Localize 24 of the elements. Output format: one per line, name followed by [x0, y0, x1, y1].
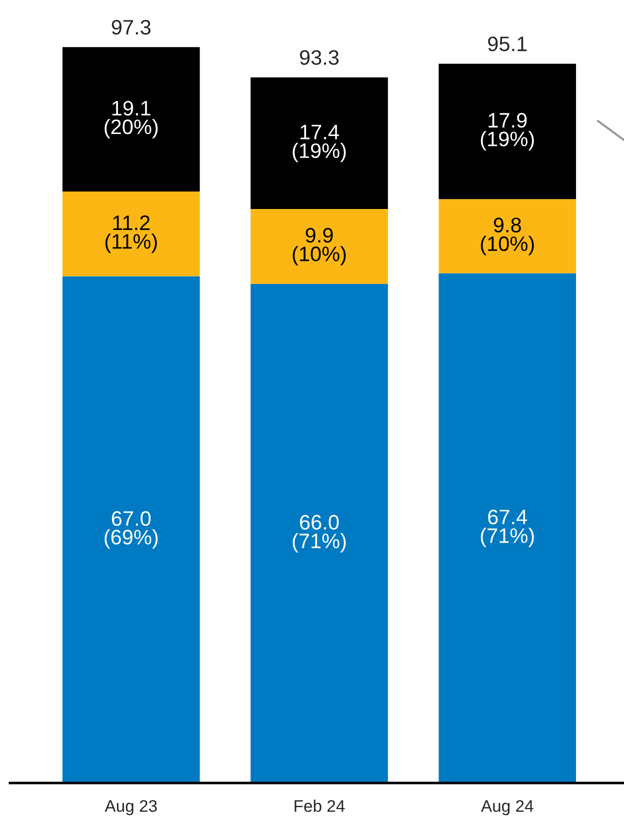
x-tick-label: Feb 24 [294, 800, 345, 812]
bar [438, 199, 576, 274]
bar [250, 208, 388, 284]
x-tick-label: Aug 23 [104, 800, 157, 816]
data-label: 67.4 (71%) [480, 510, 534, 548]
data-label: 17.4 (19%) [292, 124, 346, 162]
bar [250, 77, 388, 209]
data-label: 9.9 (10%) [292, 228, 346, 266]
data-label: 17.9 (19%) [480, 112, 534, 150]
bar [438, 64, 576, 200]
x-tick-label: Aug 24 [480, 800, 534, 816]
total-label: 95.1 [488, 36, 527, 52]
data-label: 9.8 (10%) [480, 218, 534, 256]
data-label: 19.1 (20%) [104, 100, 158, 138]
total-label: 97.3 [112, 20, 151, 35]
data-label: 66.0 (71%) [292, 514, 346, 552]
total-label: 93.3 [300, 50, 339, 65]
bar [62, 276, 200, 783]
bar [62, 192, 200, 276]
data-label: 11.2 (11%) [105, 215, 157, 253]
data-label: 67.0 (69%) [104, 511, 158, 549]
bar [438, 273, 576, 783]
bar [250, 284, 388, 783]
bar [62, 47, 200, 192]
